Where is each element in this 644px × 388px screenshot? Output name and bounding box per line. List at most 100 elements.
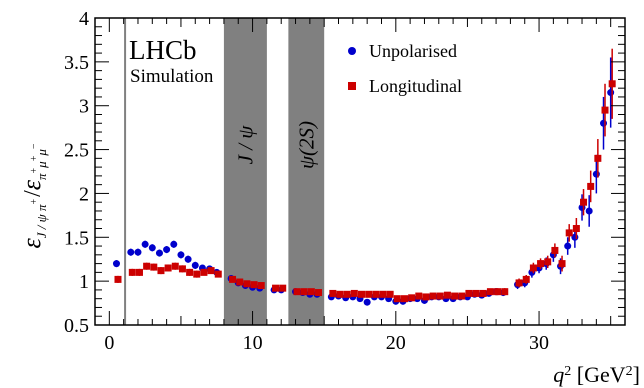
data-point [479, 289, 487, 297]
data-point [386, 290, 394, 298]
y-tick-label: 1 [79, 271, 89, 293]
x-tick-label: 10 [243, 332, 263, 354]
data-point [250, 281, 258, 289]
legend-label-unpolarised: Unpolarised [369, 41, 457, 61]
data-point [329, 289, 337, 297]
data-point [601, 106, 609, 114]
data-point [529, 264, 537, 272]
data-point [193, 270, 201, 278]
data-point [184, 255, 192, 263]
y-axis-sub2-mu-sup2: − [29, 143, 40, 149]
data-point [178, 265, 186, 273]
data-point [415, 292, 423, 300]
data-point [393, 295, 401, 303]
y-axis-sub2: π [34, 173, 49, 180]
data-point [343, 290, 351, 298]
y-tick-label: 3 [79, 96, 89, 118]
data-point [300, 288, 308, 296]
data-point [191, 261, 199, 269]
data-point [112, 260, 120, 268]
data-point [458, 292, 466, 300]
data-point [465, 289, 473, 297]
data-point [564, 242, 572, 250]
x-axis-q-sup: 2 [564, 364, 571, 379]
y-axis-sub1-sup: + [29, 199, 40, 205]
x-axis-unit: [GeV [571, 362, 625, 387]
data-point [135, 268, 143, 276]
data-point [608, 80, 616, 88]
data-point [336, 290, 344, 298]
series-unpolarised [112, 57, 615, 306]
y-axis-sub2-mu2: μ [34, 149, 49, 157]
y-tick-label: 2 [79, 183, 89, 205]
data-point [522, 275, 530, 283]
data-point [272, 284, 280, 292]
data-point [494, 288, 502, 296]
data-point [257, 282, 265, 290]
data-point [150, 263, 158, 271]
x-axis-title: q2 [GeV2] [553, 362, 640, 387]
y-tick-label: 0.5 [64, 315, 89, 337]
y-tick-label: 4 [79, 8, 89, 30]
data-point [537, 260, 545, 268]
y-axis-eps2: ε [17, 179, 46, 190]
x-axis-close: ] [633, 362, 640, 387]
y-tick-label: 2.5 [64, 140, 89, 162]
data-point [164, 264, 172, 272]
data-point [400, 295, 408, 303]
data-point [592, 170, 600, 178]
data-point [128, 268, 136, 276]
legend-label-longitudinal: Longitudinal [369, 76, 462, 96]
data-point [279, 284, 287, 292]
data-point [422, 293, 430, 301]
data-point [379, 290, 387, 298]
data-point [170, 240, 178, 248]
data-point [580, 198, 588, 206]
data-point [307, 288, 315, 296]
data-point [315, 289, 323, 297]
y-tick-label: 1.5 [64, 227, 89, 249]
series-longitudinal [114, 48, 616, 303]
band-label-psi2s: ψ(2S) [294, 121, 318, 169]
x-axis-unit-sup: 2 [626, 364, 633, 379]
vetoed-band-1 [288, 18, 325, 325]
data-point [243, 280, 251, 288]
data-point [236, 278, 244, 286]
data-point [607, 89, 615, 97]
axis-ticks [95, 17, 625, 326]
data-point [163, 246, 171, 254]
x-axis-q: q [553, 362, 564, 387]
data-point [365, 290, 373, 298]
x-tick-label: 0 [104, 332, 114, 354]
data-point [515, 279, 523, 287]
data-point [363, 298, 371, 306]
data-points [112, 48, 616, 306]
x-tick-label: 30 [529, 332, 549, 354]
data-point [408, 294, 416, 302]
data-point [171, 262, 179, 270]
data-point [350, 289, 358, 297]
data-point [141, 240, 149, 248]
data-point [600, 119, 608, 127]
vetoed-bands [223, 18, 325, 325]
data-point [585, 207, 593, 215]
experiment-label: LHCb [129, 35, 197, 65]
y-axis-sub1: J / ψ π [34, 204, 49, 238]
data-point [472, 289, 480, 297]
legend-marker-longitudinal [348, 82, 356, 90]
data-point [565, 229, 573, 237]
data-point [501, 288, 509, 296]
data-point [436, 292, 444, 300]
y-axis-sub2-mu-sup1: + [29, 155, 40, 161]
data-point [558, 260, 566, 268]
data-point [207, 267, 215, 275]
legend-marker-unpolarised [348, 47, 356, 55]
plot-frame [94, 17, 626, 326]
data-point [372, 290, 380, 298]
data-point [114, 275, 122, 283]
data-point [486, 288, 494, 296]
y-axis-sub2-mu: μ [34, 161, 49, 169]
data-point [544, 258, 552, 266]
data-point [551, 246, 559, 254]
